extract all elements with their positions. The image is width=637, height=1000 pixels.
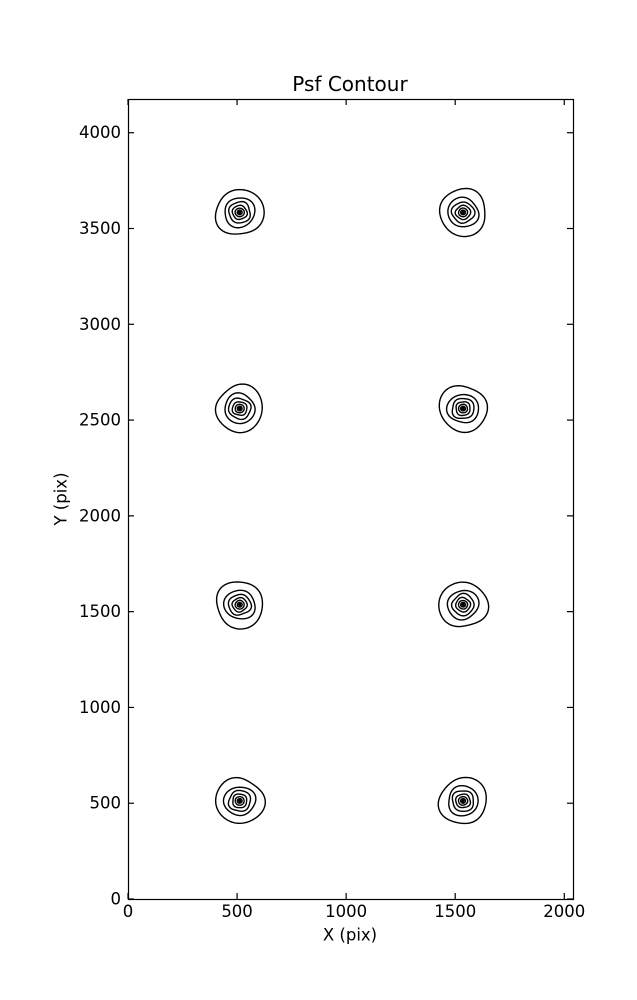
y-axis-label: Y (pix)	[51, 472, 71, 526]
psf-contour-ring	[234, 796, 245, 806]
psf-contour-ring	[438, 581, 490, 628]
psf-contour-ring	[214, 383, 263, 434]
y-tick-label: 500	[90, 794, 122, 813]
psf-center-dot	[237, 603, 242, 607]
psf-contour-ring	[232, 793, 248, 809]
x-tick-label: 1000	[325, 902, 367, 921]
psf-center-dot	[461, 603, 465, 607]
x-tick-label: 500	[221, 902, 253, 921]
chart-title: Psf Contour	[292, 72, 408, 96]
psf-contour-ring	[446, 589, 480, 621]
psf-contour-ring	[457, 403, 469, 414]
psf-contour-ring	[450, 201, 476, 224]
axes-frame	[127, 98, 575, 901]
psf-contour-ring	[234, 599, 245, 610]
psf-contour-ring	[455, 401, 471, 417]
psf-contour-ring	[451, 397, 475, 420]
y-tick-label: 1000	[79, 698, 121, 717]
y-tick-label: 1500	[79, 602, 121, 621]
psf-contour-ring	[448, 784, 479, 817]
psf-center-dot	[237, 210, 242, 215]
psf-contour-ring	[445, 393, 480, 424]
psf-contour-ring	[228, 200, 251, 224]
psf-contour-ring	[459, 797, 467, 804]
psf-contour-ring	[438, 385, 489, 434]
x-tick-label: 2000	[543, 902, 585, 921]
psf-contour-ring	[454, 793, 472, 809]
psf-contour-ring	[224, 197, 256, 229]
psf-contour-ring	[459, 601, 467, 608]
psf-center-dot	[237, 406, 242, 411]
psf-contour-ring	[457, 795, 469, 806]
psf-contour-ring	[227, 593, 253, 616]
psf-contour-ring	[454, 596, 472, 613]
x-tick-label: 1500	[434, 902, 476, 921]
psf-contour-ring	[231, 401, 248, 417]
psf-contour-ring	[227, 789, 252, 812]
y-tick-label: 2500	[79, 411, 121, 430]
psf-contour-ring	[234, 403, 245, 414]
psf-contour-ring	[459, 209, 467, 216]
psf-center-dot	[461, 210, 465, 215]
y-tick-label: 3000	[79, 315, 121, 334]
psf-contour-ring	[454, 204, 472, 221]
psf-contour-ring	[236, 797, 243, 804]
psf-contour-ring	[227, 397, 252, 421]
psf-contour-ring	[451, 790, 475, 812]
y-tick-label: 3500	[79, 219, 121, 238]
psf-contour-ring	[236, 405, 243, 412]
psf-contour-ring	[236, 209, 243, 216]
psf-contour-ring	[437, 776, 487, 825]
psf-contour-ring	[438, 187, 486, 238]
psf-contour-ring	[459, 405, 467, 412]
psf-contour-ring	[222, 786, 257, 817]
psf-contour-ring	[224, 392, 256, 425]
psf-contour-ring	[447, 196, 480, 228]
x-axis-label: X (pix)	[322, 925, 378, 945]
psf-contour-ring	[236, 601, 243, 608]
psf-center-dot	[237, 799, 242, 803]
psf-contour-ring	[234, 207, 246, 218]
psf-center-dot	[461, 406, 465, 411]
psf-center-dot	[461, 799, 465, 803]
psf-contour-ring	[457, 207, 469, 218]
psf-contour-ring	[231, 204, 249, 221]
psf-contour-ring	[215, 581, 264, 630]
psf-contour-ring	[231, 596, 248, 613]
psf-contour-ring	[457, 599, 469, 610]
y-tick-label: 2000	[79, 506, 121, 525]
psf-contour-ring	[222, 589, 256, 620]
x-tick-label: 0	[123, 902, 134, 921]
y-tick-label: 4000	[79, 123, 121, 142]
psf-contour-ring	[450, 592, 475, 617]
psf-contour-ring	[214, 776, 266, 825]
psf-contour-ring	[214, 188, 265, 235]
y-tick-label: 0	[111, 890, 122, 909]
